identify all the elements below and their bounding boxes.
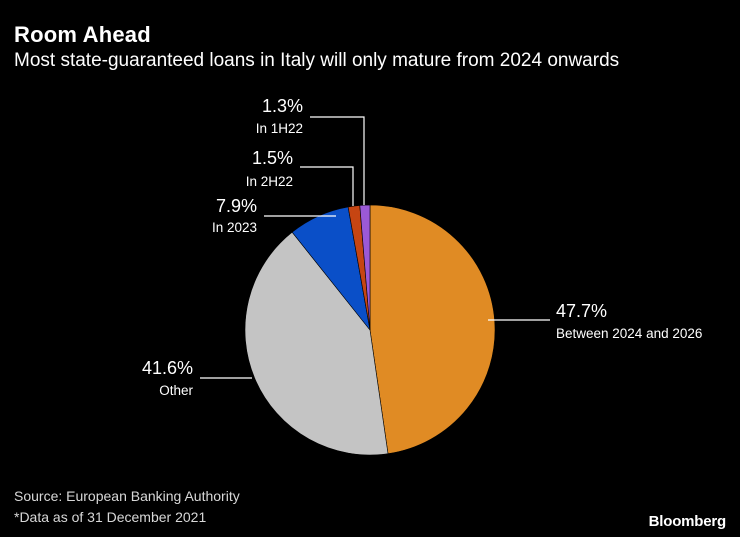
- category-label-between-2024-and-2026: Between 2024 and 2026: [556, 326, 702, 341]
- leader-line-in-1h22: [310, 116, 365, 205]
- value-label-in-1h22: 1.3%: [262, 96, 303, 116]
- leader-line-in-2h22: [300, 166, 354, 206]
- pie-slice-between-2024-and-2026: [369, 204, 496, 455]
- pie-slice-other: [244, 231, 389, 456]
- category-label-in-2h22: In 2H22: [246, 174, 293, 189]
- source-note: Source: European Banking Authority: [14, 488, 240, 504]
- chart-title: Room Ahead: [14, 22, 151, 47]
- bloomberg-logo: Bloomberg: [648, 513, 727, 530]
- value-label-in-2h22: 1.5%: [252, 148, 293, 168]
- category-label-in-2023: In 2023: [212, 220, 257, 235]
- chart-subtitle: Most state-guaranteed loans in Italy wil…: [14, 50, 620, 71]
- value-label-between-2024-and-2026: 47.7%: [556, 301, 607, 321]
- category-label-in-1h22: In 1H22: [256, 121, 303, 136]
- value-label-other: 41.6%: [142, 358, 193, 378]
- pie-slice-in-1h22: [359, 204, 371, 331]
- category-label-other: Other: [159, 383, 193, 398]
- data-date-note: *Data as of 31 December 2021: [14, 509, 207, 525]
- value-label-in-2023: 7.9%: [216, 196, 257, 216]
